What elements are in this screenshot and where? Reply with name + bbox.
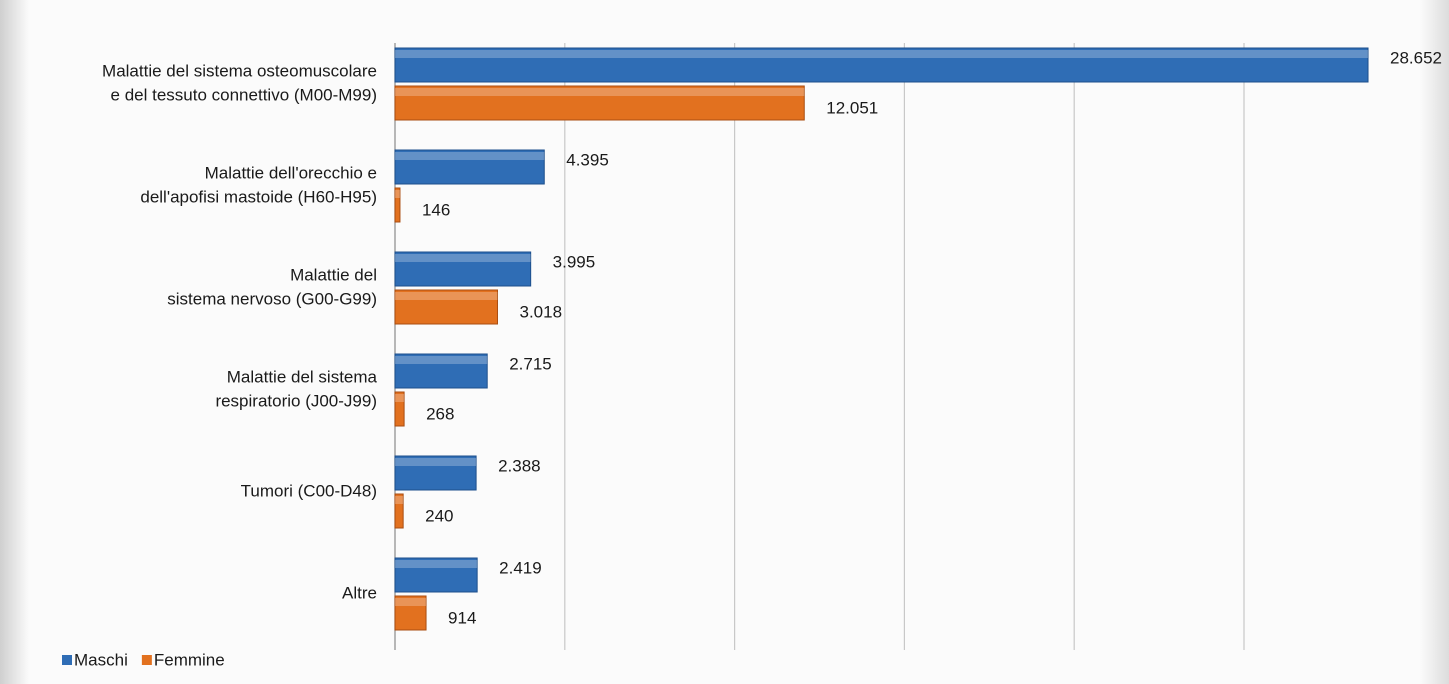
bar [394, 187, 401, 223]
bar-shine [395, 598, 427, 606]
value-label: 146 [422, 200, 450, 219]
bar [394, 47, 1369, 83]
bar-shine [395, 88, 805, 96]
bar [394, 353, 488, 389]
legend-label: Femmine [154, 650, 225, 669]
value-label: 12.051 [826, 98, 878, 117]
y-tick-label: Altre [342, 583, 377, 602]
legend-swatch [62, 655, 72, 665]
value-label: 268 [426, 404, 454, 423]
value-label: 3.018 [519, 302, 562, 321]
bar-shine [395, 394, 405, 402]
y-tick-label: Malattie dell'orecchio e [205, 163, 377, 182]
y-tick-label: respiratorio (J00-J99) [215, 391, 377, 410]
bar [394, 149, 545, 185]
bar [394, 493, 404, 529]
legend-label: Maschi [74, 650, 128, 669]
value-label: 2.419 [499, 558, 542, 577]
bar [394, 85, 805, 121]
bar-shine [395, 190, 400, 198]
y-tick-label: Tumori (C00-D48) [241, 481, 377, 500]
y-tick-label: sistema nervoso (G00-G99) [167, 289, 377, 308]
value-label: 4.395 [566, 150, 609, 169]
bar-shine [395, 496, 404, 504]
bar [394, 391, 405, 427]
bar [394, 595, 427, 631]
value-label: 2.388 [498, 456, 541, 475]
bar [394, 251, 532, 287]
y-tick-label: Malattie del sistema osteomuscolare [102, 61, 377, 80]
y-tick-label: Malattie del sistema [227, 367, 378, 386]
value-label: 28.652 [1390, 48, 1442, 67]
y-tick-label: Malattie del [290, 265, 377, 284]
bar-shine [395, 458, 477, 466]
value-label: 2.715 [509, 354, 552, 373]
bar-shine [395, 50, 1369, 58]
value-label: 240 [425, 506, 453, 525]
bar [394, 455, 477, 491]
bar-shine [395, 292, 498, 300]
y-tick-label: e del tessuto connettivo (M00-M99) [111, 85, 377, 104]
bar-shine [395, 356, 488, 364]
bar-shine [395, 152, 545, 160]
bar-shine [395, 560, 478, 568]
value-label: 914 [448, 608, 476, 627]
bar-shine [395, 254, 531, 262]
bar [394, 557, 478, 593]
value-label: 3.995 [553, 252, 596, 271]
bar [394, 289, 498, 325]
y-tick-label: dell'apofisi mastoide (H60-H95) [140, 187, 377, 206]
legend-swatch [141, 655, 152, 665]
